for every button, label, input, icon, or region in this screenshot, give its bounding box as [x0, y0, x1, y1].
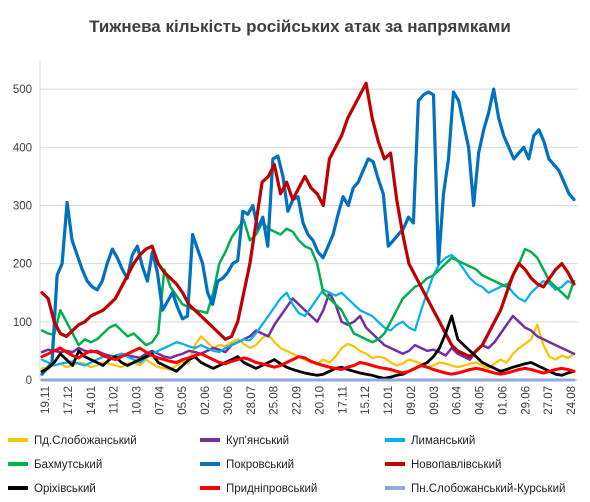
x-tick-label: 04.05 — [475, 386, 487, 415]
x-tick-label: 05.05 — [177, 386, 189, 415]
x-tick-label: 06.04 — [452, 385, 464, 414]
series-line-2 — [40, 253, 576, 367]
x-tick-label: 10.03 — [132, 386, 144, 415]
x-tick-label: 27.07 — [543, 386, 555, 415]
legend-label: Лиманський — [411, 435, 475, 447]
y-tick-label: 200 — [13, 259, 32, 271]
x-tick-label: 09.03 — [429, 386, 441, 415]
legend-label: Куп'янський — [226, 435, 289, 447]
chart-title: Тижнева кількість російських атак за нап… — [89, 17, 511, 36]
y-tick-label: 500 — [13, 84, 32, 96]
series-line-7 — [40, 346, 576, 376]
x-tick-label: 02.06 — [200, 386, 212, 415]
legend: Пд.Слобожанський Куп'янський Лиманський Бах… — [8, 435, 565, 495]
y-tick-label: 400 — [13, 142, 32, 154]
x-tick-label: 25.08 — [269, 386, 281, 415]
y-tick-label: 100 — [13, 317, 32, 329]
x-tick-label: 17.12 — [63, 386, 75, 415]
legend-label: Новопавлівський — [411, 459, 501, 471]
series-line-3 — [40, 218, 576, 347]
x-tick-label: 20.10 — [314, 386, 326, 415]
x-tick-label: 07.04 — [154, 385, 166, 414]
x-tick-label: 01.06 — [497, 386, 509, 415]
x-tick-label: 14.01 — [86, 386, 98, 415]
plot-area — [40, 81, 576, 382]
x-tick-label: 29.06 — [520, 386, 532, 415]
legend-label: Пн.Слобожанський-Курський — [411, 483, 565, 495]
x-tick-label: 19.11 — [40, 386, 52, 414]
series-line-6 — [40, 314, 576, 380]
series-line-1 — [40, 291, 576, 361]
x-tick-label: 17.11 — [337, 386, 349, 414]
x-tick-label: 15.12 — [360, 386, 372, 415]
y-tick-label: 0 — [26, 375, 32, 387]
x-axis: 19.11 17.12 14.01 11.02 10.03 07.04 05.05 02.06… — [40, 385, 578, 414]
series-line-4 — [40, 87, 576, 376]
x-tick-label: 28.07 — [246, 386, 258, 415]
legend-label: Покровський — [226, 459, 294, 471]
legend-label: Пд.Слобожанський — [34, 435, 137, 447]
series-line-5 — [40, 81, 576, 359]
legend-label: Придніпровський — [226, 483, 317, 495]
legend-label: Бахмутський — [34, 459, 102, 471]
x-tick-label: 09.02 — [406, 386, 418, 415]
x-tick-label: 11.02 — [109, 386, 121, 414]
x-tick-label: 24.08 — [566, 386, 578, 415]
x-tick-label: 12.01 — [383, 386, 395, 415]
legend-label: Оріхівський — [34, 483, 96, 495]
y-tick-label: 300 — [13, 200, 32, 212]
x-tick-label: 22.09 — [292, 386, 304, 415]
x-tick-label: 30.06 — [223, 386, 235, 415]
